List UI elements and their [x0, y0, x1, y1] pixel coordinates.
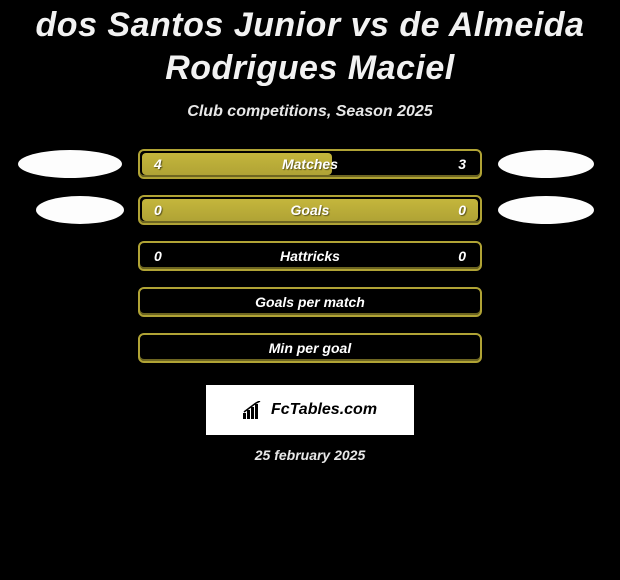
- stat-bar: 0Goals0: [138, 195, 482, 225]
- stat-left-value: 4: [140, 156, 162, 172]
- stat-bar: 4Matches3: [138, 149, 482, 179]
- subtitle: Club competitions, Season 2025: [0, 103, 620, 121]
- stat-label: Goals per match: [154, 294, 466, 310]
- left-blob-slot: [10, 150, 138, 178]
- stat-right-value: 3: [458, 156, 480, 172]
- comparison-card: dos Santos Junior vs de Almeida Rodrigue…: [0, 0, 620, 580]
- right-blob-slot: [482, 150, 610, 178]
- stat-bar: Min per goal: [138, 333, 482, 363]
- stat-row: 0Hattricks0: [10, 241, 610, 271]
- brand-badge: FcTables.com: [206, 385, 414, 435]
- stat-left-value: 0: [140, 248, 162, 264]
- stat-row: Min per goal: [10, 333, 610, 363]
- stat-right-value: 0: [458, 202, 480, 218]
- player-b-blob: [498, 150, 594, 178]
- player-a-blob: [18, 150, 122, 178]
- player-b-blob: [498, 196, 594, 224]
- stat-row: 4Matches3: [10, 149, 610, 179]
- chart-icon: [243, 401, 265, 419]
- brand-text: FcTables.com: [271, 401, 377, 419]
- stats-list: 4Matches30Goals00Hattricks0Goals per mat…: [0, 149, 620, 363]
- stat-label: Min per goal: [154, 340, 466, 356]
- stat-right-value: 0: [458, 248, 480, 264]
- page-title: dos Santos Junior vs de Almeida Rodrigue…: [0, 0, 620, 89]
- stat-label: Goals: [162, 202, 458, 218]
- stat-label: Hattricks: [162, 248, 458, 264]
- left-blob-slot: [10, 196, 138, 224]
- stat-bar: Goals per match: [138, 287, 482, 317]
- stat-row: Goals per match: [10, 287, 610, 317]
- footer-date: 25 february 2025: [0, 447, 620, 463]
- stat-left-value: 0: [140, 202, 162, 218]
- stat-row: 0Goals0: [10, 195, 610, 225]
- stat-label: Matches: [162, 156, 458, 172]
- player-a-blob: [36, 196, 124, 224]
- right-blob-slot: [482, 196, 610, 224]
- stat-bar: 0Hattricks0: [138, 241, 482, 271]
